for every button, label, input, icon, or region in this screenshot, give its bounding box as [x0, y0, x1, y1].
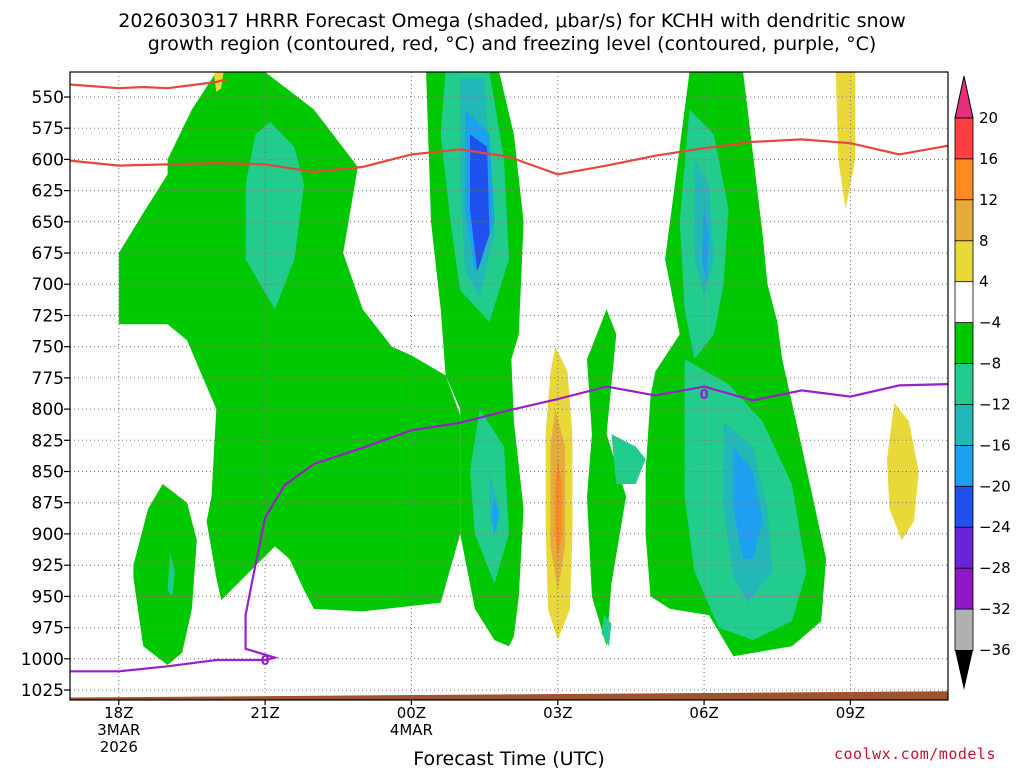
- y-tick-label: 725: [32, 307, 64, 327]
- colorbar-label: 8: [979, 232, 989, 250]
- omega-region-teal: [611, 434, 646, 484]
- plot-frame: [69, 71, 949, 701]
- y-tick-label: 575: [32, 119, 64, 139]
- colorbar-label: 16: [979, 150, 998, 168]
- omega-region-lightblue: [491, 496, 500, 534]
- y-tick-label: 800: [32, 400, 64, 420]
- omega-region-green: [118, 72, 461, 612]
- colorbar-swatch: [954, 404, 974, 447]
- x-tick-label: 21Z: [250, 704, 279, 722]
- grid-lines: [70, 72, 948, 700]
- y-tick-label: 925: [32, 556, 64, 576]
- x-tick-label: 03Z: [543, 704, 572, 722]
- colorbar-swatch: [954, 444, 974, 488]
- freezing-level-label: 0: [700, 388, 709, 403]
- y-tick-label: 825: [32, 431, 64, 451]
- colorbar-label: −8: [979, 355, 1001, 373]
- x-tick-label: 4MAR: [390, 721, 433, 739]
- colorbar-swatch: [954, 363, 974, 406]
- colorbar-label: −12: [979, 396, 1011, 414]
- chart-title-line-2: growth region (contoured, red, °C) and f…: [147, 33, 877, 55]
- colorbar-label: −20: [979, 477, 1011, 495]
- y-tick-label: 975: [32, 619, 64, 639]
- colorbar-swatch: [954, 117, 974, 160]
- freezing-level-contour: [70, 383, 948, 673]
- chart-title-line-1: 2026030317 HRRR Forecast Omega (shaded, …: [118, 10, 906, 32]
- y-tick-label: 675: [32, 244, 64, 264]
- x-tick-label: 06Z: [689, 704, 718, 722]
- colorbar-swatch: [954, 199, 974, 242]
- y-tick-label: 875: [32, 494, 64, 514]
- colorbar-swatch: [954, 526, 974, 570]
- x-tick-label: 2026: [100, 738, 138, 756]
- x-tick-label: 18Z: [104, 704, 133, 722]
- freezing-level-label: 0: [261, 654, 270, 669]
- colorbar-swatch: [954, 322, 974, 365]
- omega-shading: [118, 72, 919, 665]
- colorbar-top-arrow: [954, 75, 974, 119]
- colorbar-swatch: [954, 485, 974, 529]
- y-tick-label: 600: [32, 150, 64, 170]
- omega-region-teal: [167, 552, 175, 597]
- colorbar-label: 4: [979, 273, 989, 291]
- colorbar-label: 20: [979, 109, 998, 127]
- x-axis-label: Forecast Time (UTC): [413, 748, 604, 768]
- y-tick-label: 750: [32, 338, 64, 358]
- y-tick-label: 650: [32, 213, 64, 233]
- y-tick-label: 550: [32, 88, 64, 108]
- colorbar-label: −16: [979, 436, 1011, 454]
- omega-region-orange: [555, 459, 562, 559]
- colorbar-bottom-arrow: [955, 650, 973, 690]
- omega-region-green: [587, 309, 627, 647]
- y-tick-label: 950: [32, 587, 64, 607]
- colorbar-swatch: [954, 240, 974, 283]
- omega-region-yellow: [835, 72, 856, 210]
- colorbar-swatch: [954, 608, 974, 651]
- credit-text: coolwx.com/models: [833, 745, 996, 763]
- omega-region-green: [133, 484, 197, 665]
- omega-region-lightblue: [701, 209, 709, 285]
- contour-lines: 00: [70, 78, 948, 673]
- colorbar-label: −32: [979, 600, 1011, 618]
- colorbar-swatch: [954, 567, 974, 611]
- terrain-layer: [70, 691, 948, 700]
- omega-region-lightblue: [733, 446, 763, 559]
- colorbar-swatch: [954, 281, 974, 324]
- colorbar-label: 12: [979, 191, 998, 209]
- colorbar-label: −24: [979, 518, 1011, 536]
- colorbar-label: −28: [979, 559, 1011, 577]
- dendritic-contour: [70, 78, 227, 90]
- colorbar: 20 16 12 8 4 −4 −8 −12 −16 −20 −24 −28 −32 −36: [954, 75, 1011, 690]
- y-axis: 550 575 600 625 650 675 700 725 750 775 800 825 850 8…: [21, 88, 70, 701]
- colorbar-label: −36: [979, 641, 1011, 659]
- x-tick-label: 09Z: [836, 704, 865, 722]
- colorbar-label: −4: [979, 314, 1001, 332]
- y-tick-label: 775: [32, 369, 64, 389]
- dendritic-contour: [70, 138, 948, 176]
- omega-region-teal: [601, 615, 612, 647]
- y-tick-label: 850: [32, 463, 64, 483]
- y-tick-label: 1025: [21, 681, 64, 701]
- y-tick-label: 625: [32, 182, 64, 202]
- x-tick-label: 00Z: [397, 704, 426, 722]
- y-tick-label: 700: [32, 275, 64, 295]
- omega-region-blue: [470, 134, 490, 272]
- x-tick-label: 3MAR: [97, 721, 140, 739]
- y-tick-label: 1000: [21, 650, 64, 670]
- colorbar-swatch: [954, 158, 974, 201]
- y-tick-label: 900: [32, 525, 64, 545]
- terrain-fill: [70, 691, 948, 700]
